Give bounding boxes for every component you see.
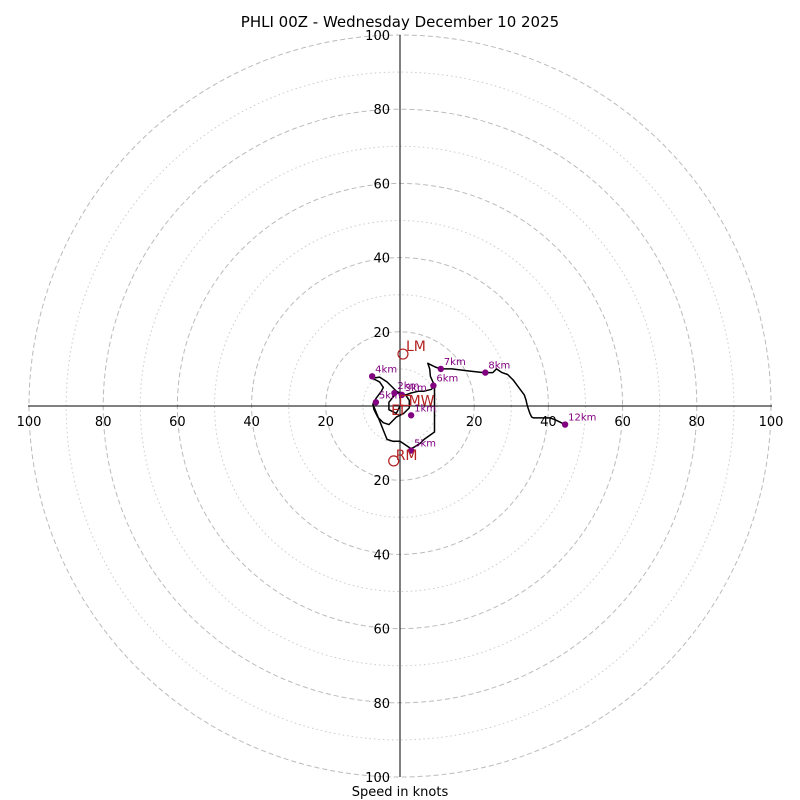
storm-marker-mw <box>399 394 412 407</box>
height-point <box>391 389 398 397</box>
height-point <box>372 399 380 406</box>
height-point <box>561 421 569 428</box>
tick-label-top: 40 <box>373 252 390 267</box>
trace-line-main <box>371 362 566 426</box>
height-point-label: 1km <box>414 403 436 414</box>
height-point-label: 7km <box>444 357 466 368</box>
storm-marker-label: EI <box>391 403 404 419</box>
tick-label-right: 20 <box>466 415 483 430</box>
chart-title: PHLI 00Z - Wednesday December 10 2025 <box>241 13 559 31</box>
height-point-label: 5km <box>379 390 401 401</box>
trace-line-lower <box>372 385 436 450</box>
hodograph-trace <box>371 362 566 450</box>
tick-label-left: 20 <box>318 415 335 430</box>
height-point-label: 12km <box>568 413 596 424</box>
height-point-label: 4km <box>375 364 397 375</box>
tick-label-top: 80 <box>373 103 390 118</box>
storm-marker-rm <box>388 455 400 467</box>
tick-label-left: 40 <box>243 415 260 430</box>
x-axis-label: Speed in knots <box>352 785 449 800</box>
storm-motion-markers: LM RM MW EI <box>388 339 435 467</box>
tick-label-bottom: 60 <box>373 623 390 638</box>
height-point <box>407 412 415 419</box>
tick-label-bottom: 20 <box>373 474 390 489</box>
height-point <box>430 382 437 389</box>
tick-label-left: 60 <box>169 415 186 430</box>
tick-label-bottom: 80 <box>373 697 390 712</box>
tick-label-left: 80 <box>95 415 112 430</box>
height-point-label: 5km <box>414 439 436 450</box>
storm-marker-label: RM <box>396 448 418 464</box>
height-point <box>437 365 445 373</box>
tick-label-bottom: 40 <box>373 548 390 563</box>
tick-label-top: 60 <box>373 177 390 192</box>
storm-marker-lm <box>397 348 409 360</box>
height-point <box>482 369 489 376</box>
height-point-label: 3km <box>405 383 427 394</box>
height-point <box>368 373 376 380</box>
tick-label-right: 100 <box>759 415 784 430</box>
tick-label-right: 60 <box>614 415 631 430</box>
tick-label-top: 20 <box>373 326 390 341</box>
height-point-label: 6km <box>436 374 458 385</box>
tick-labels: 100 80 60 40 20 20 40 60 80 100204060801002040608… <box>17 29 784 786</box>
storm-marker-label: MW <box>409 393 435 409</box>
tick-label-right: 80 <box>689 415 706 430</box>
height-point-label: 2km <box>397 381 419 392</box>
tick-label-top: 100 <box>365 29 390 44</box>
height-point <box>407 447 415 454</box>
tick-label-bottom: 100 <box>365 771 390 786</box>
storm-marker-label: LM <box>406 339 426 355</box>
height-point-label: 8km <box>488 361 510 372</box>
tick-label-left: 100 <box>17 415 42 430</box>
